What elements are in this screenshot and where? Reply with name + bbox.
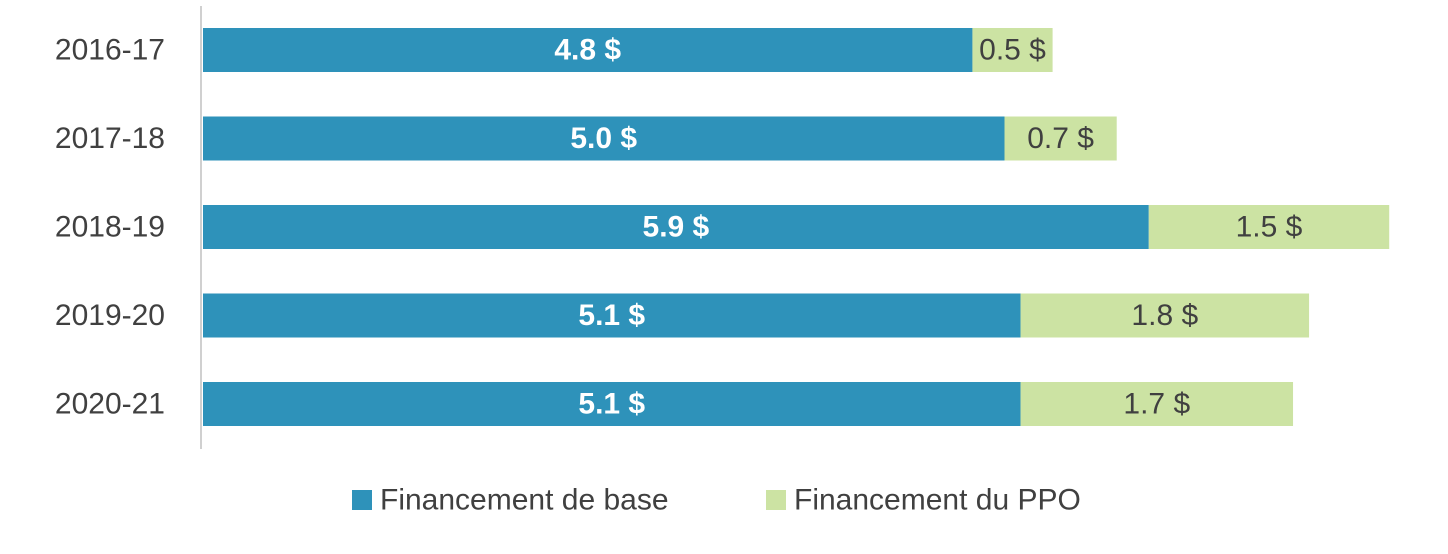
bar-ppo-funding	[1020, 293, 1310, 338]
data-label: 5.0 $	[570, 122, 637, 155]
bar-base-funding	[203, 293, 1021, 338]
category-label: 2017-18	[55, 122, 165, 155]
bar-base-funding	[203, 205, 1149, 249]
category-label: 2016-17	[55, 34, 165, 67]
legend-label: Financement du PPO	[794, 484, 1081, 517]
data-label: 1.5 $	[1236, 211, 1303, 244]
data-label: 4.8 $	[554, 34, 621, 67]
category-label: 2018-19	[55, 211, 165, 244]
data-label: 0.7 $	[1027, 122, 1094, 155]
bar-base-funding	[203, 28, 973, 72]
legend-label: Financement de base	[380, 484, 669, 517]
bar-ppo-funding	[1148, 205, 1390, 249]
data-label: 1.7 $	[1123, 388, 1190, 421]
legend-swatch	[766, 490, 786, 510]
bar-base-funding	[203, 116, 1005, 161]
bar-ppo-funding	[972, 28, 1053, 72]
legend: Financement de base Financement du PPO	[352, 484, 1081, 517]
data-label: 5.1 $	[578, 299, 645, 332]
bar-ppo-funding	[1004, 116, 1117, 161]
data-label: 0.5 $	[979, 34, 1046, 67]
bar-ppo-funding	[1020, 382, 1294, 426]
data-label: 5.9 $	[643, 211, 710, 244]
legend-swatch	[352, 490, 372, 510]
data-label: 1.8 $	[1131, 299, 1198, 332]
category-label: 2020-21	[55, 388, 165, 421]
data-label: 5.1 $	[578, 388, 645, 421]
bar-base-funding	[203, 382, 1021, 426]
bars-layer: 2016-17 4.8 $ 0.5 $ 2017-18 5.0 $ 0.7 $ 2018-1…	[55, 28, 1390, 426]
category-label: 2019-20	[55, 299, 165, 332]
